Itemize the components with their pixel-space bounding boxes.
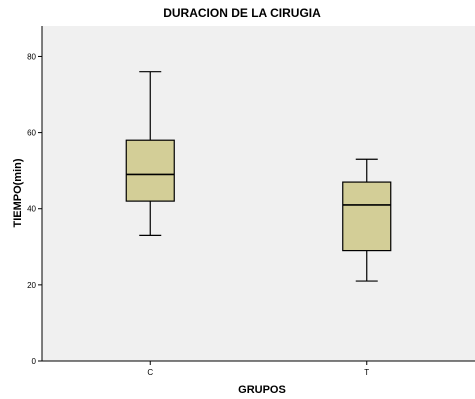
box-T	[342, 158, 392, 282]
y-tick-label: 60	[27, 129, 36, 138]
iqr-box	[125, 139, 175, 202]
x-axis-title: GRUPOS	[238, 384, 286, 396]
y-tick-label: 80	[27, 52, 36, 61]
y-tick-label: 0	[32, 357, 37, 366]
y-axis: 0 20 40 60 80	[27, 26, 43, 366]
plot-area	[42, 26, 475, 361]
x-tick-label: T	[364, 368, 369, 377]
y-axis-title: TIEMPO(min)	[12, 158, 24, 227]
box-C	[125, 71, 175, 236]
y-tick-label: 20	[27, 281, 36, 290]
box-series	[125, 71, 392, 282]
x-tick-label: C	[147, 368, 153, 377]
iqr-box	[342, 181, 392, 252]
chart-title: DURACION DE LA CIRUGIA	[163, 6, 321, 20]
y-tick-label: 40	[27, 205, 36, 214]
